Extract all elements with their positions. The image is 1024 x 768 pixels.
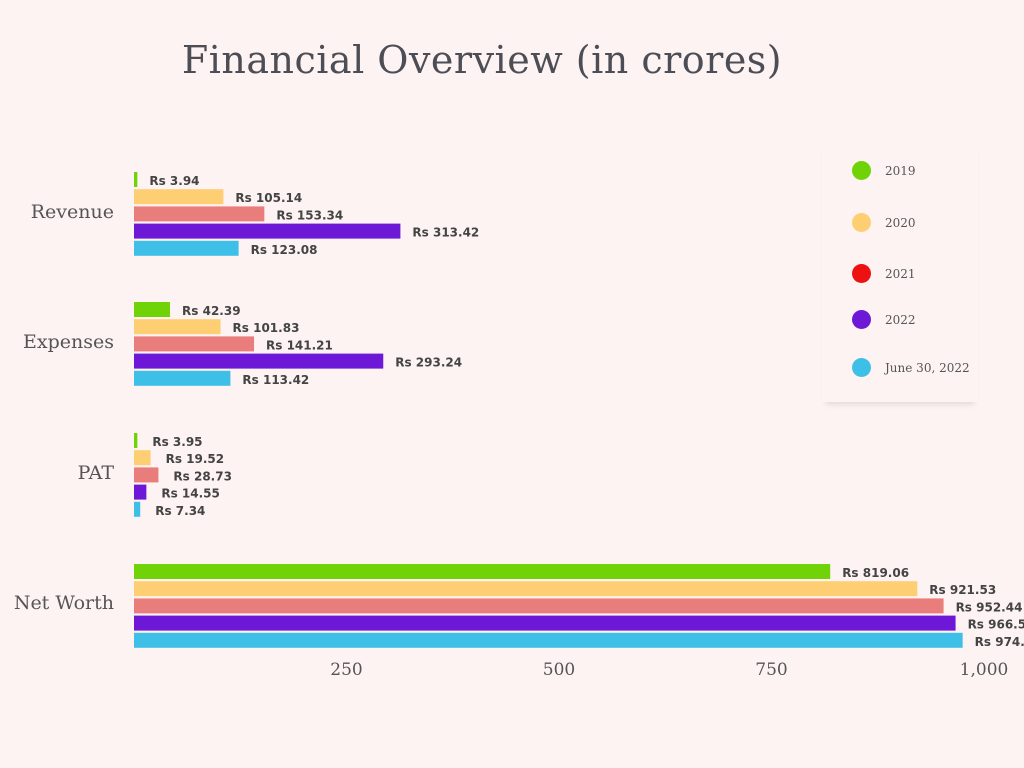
bar-revenue-2 xyxy=(134,206,265,222)
data-label: Rs 28.73 xyxy=(173,469,232,483)
x-tick-label: 750 xyxy=(755,660,787,680)
data-label: Rs 293.24 xyxy=(395,356,462,370)
legend-label: 2020 xyxy=(885,215,916,230)
bar-net-worth-1 xyxy=(134,581,918,597)
bar-net-worth-3 xyxy=(134,615,956,631)
legend-item: 2022 xyxy=(852,310,916,329)
data-label: Rs 3.95 xyxy=(152,435,202,449)
bar-expenses-1 xyxy=(134,319,221,335)
data-label: Rs 952.44 xyxy=(956,600,1023,614)
bar-expenses-0 xyxy=(134,302,171,317)
data-label: Rs 921.53 xyxy=(929,583,996,597)
legend-item: 2019 xyxy=(852,161,916,180)
bar-expenses-3 xyxy=(134,353,384,369)
bar-net-worth-0 xyxy=(134,564,831,579)
bar-net-worth-4 xyxy=(134,632,963,648)
legend-swatch xyxy=(852,161,871,180)
data-label: Rs 105.14 xyxy=(235,191,302,205)
data-label: Rs 19.52 xyxy=(166,452,225,466)
data-label: Rs 141.21 xyxy=(266,338,333,352)
legend: 2019 2020 2021 2022 June 30, 2022 xyxy=(822,140,978,402)
legend-item: 2020 xyxy=(852,213,916,232)
data-label: Rs 123.08 xyxy=(251,243,318,257)
data-label: Rs 153.34 xyxy=(276,208,343,222)
bar-revenue-0 xyxy=(134,172,138,187)
legend-label: 2022 xyxy=(885,312,916,327)
legend-item: June 30, 2022 xyxy=(852,358,970,377)
x-tick-label: 500 xyxy=(543,660,575,680)
bar-revenue-1 xyxy=(134,189,224,205)
legend-swatch xyxy=(852,358,871,377)
bar-net-worth-2 xyxy=(134,598,944,614)
data-label: Rs 966.56 xyxy=(968,618,1024,632)
bar-pat-3 xyxy=(134,484,147,500)
legend-label: 2019 xyxy=(885,163,916,178)
bar-expenses-2 xyxy=(134,336,255,352)
category-label-expenses: Expenses xyxy=(23,331,114,353)
data-label: Rs 819.06 xyxy=(842,566,909,580)
legend-swatch xyxy=(852,264,871,283)
data-label: Rs 113.42 xyxy=(242,373,309,387)
chart-title: Financial Overview (in crores) xyxy=(181,38,783,82)
data-label: Rs 42.39 xyxy=(182,304,241,318)
bar-pat-4 xyxy=(134,501,141,517)
bar-expenses-4 xyxy=(134,370,231,386)
x-tick-label: 1,000 xyxy=(960,660,1009,680)
legend-swatch xyxy=(852,213,871,232)
bar-revenue-4 xyxy=(134,240,239,256)
bar-pat-2 xyxy=(134,467,159,483)
category-label-revenue: Revenue xyxy=(31,201,114,223)
data-label: Rs 101.83 xyxy=(233,321,300,335)
category-label-net-worth: Net Worth xyxy=(14,592,114,614)
category-label-pat: PAT xyxy=(78,462,115,484)
data-label: Rs 974.9 xyxy=(975,635,1024,649)
data-label: Rs 7.34 xyxy=(155,504,205,518)
legend-label: June 30, 2022 xyxy=(885,360,970,375)
bar-revenue-3 xyxy=(134,223,401,239)
legend-swatch xyxy=(852,310,871,329)
legend-label: 2021 xyxy=(885,266,916,281)
data-label: Rs 14.55 xyxy=(161,487,220,501)
bar-pat-1 xyxy=(134,450,151,466)
data-label: Rs 3.94 xyxy=(149,174,199,188)
legend-item: 2021 xyxy=(852,264,916,283)
x-tick-label: 250 xyxy=(330,660,362,680)
data-label: Rs 313.42 xyxy=(412,226,479,240)
bar-pat-0 xyxy=(134,433,138,448)
